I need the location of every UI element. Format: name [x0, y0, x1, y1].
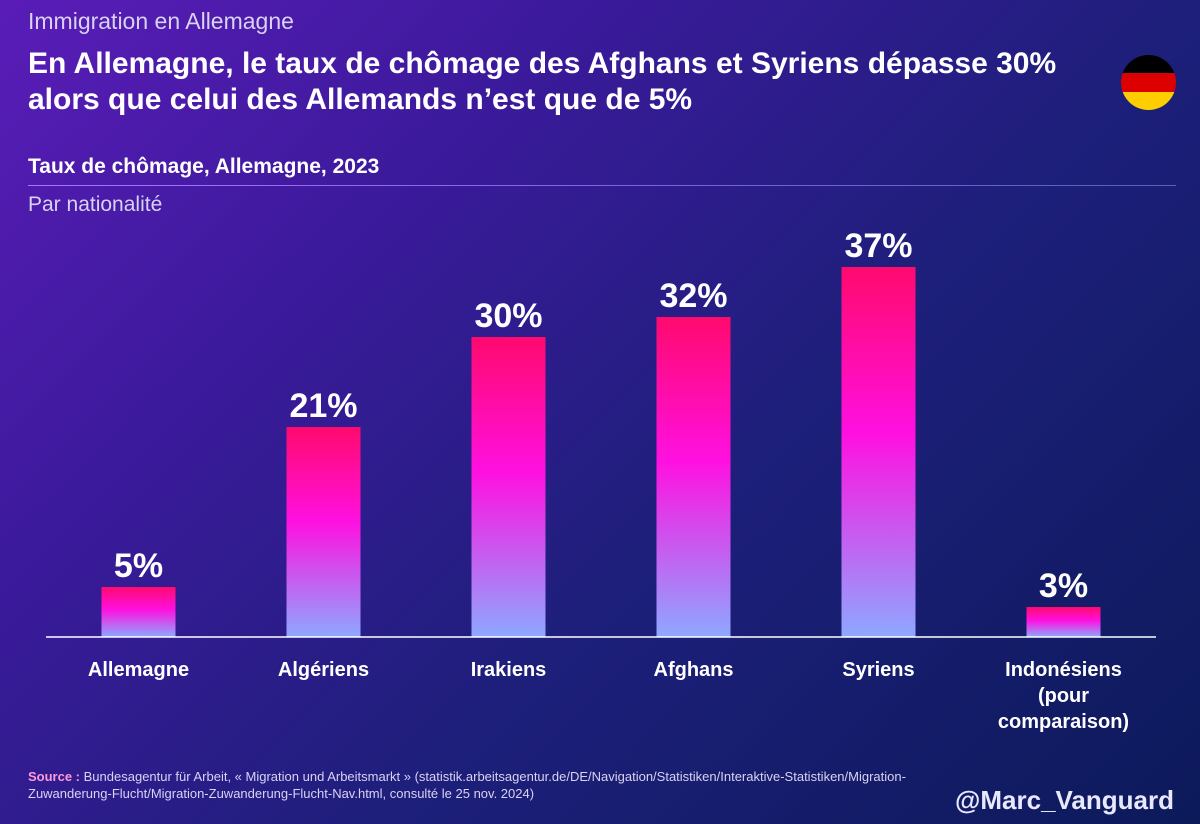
bar-3 [656, 317, 731, 637]
source-note: Source : Bundesagentur für Arbeit, « Mig… [28, 768, 928, 802]
category-label-3: Afghans [653, 659, 734, 681]
bar-0 [101, 587, 176, 637]
data-label-0: 5% [114, 547, 163, 585]
data-label-4: 37% [844, 227, 912, 265]
flag-stripe-red [1121, 73, 1176, 92]
category-label-5: Indonésiens (pour comparaison) [997, 659, 1130, 733]
bar-4 [841, 267, 916, 637]
category-label-2: Irakiens [470, 659, 547, 681]
data-label-1: 21% [289, 387, 357, 425]
kicker-text: Immigration en Allemagne [28, 8, 294, 34]
data-label-3: 32% [659, 277, 727, 315]
category-label-0: Allemagne [87, 659, 190, 681]
bar-2 [471, 337, 546, 637]
flag-stripe-black [1121, 55, 1176, 74]
headline: En Allemagne, le taux de chômage des Afg… [28, 47, 1057, 116]
bar-1 [286, 427, 361, 637]
category-label-4: Syriens [842, 659, 915, 681]
germany-flag-icon [1121, 55, 1176, 110]
author-handle: @Marc_Vanguard [955, 785, 1174, 815]
source-label: Source : [28, 769, 81, 784]
bars: 5% 21% 30% 32% 37% 3% [101, 227, 1101, 637]
bar-5 [1026, 607, 1101, 637]
title-divider [28, 185, 1176, 186]
category-label-1: Algériens [277, 659, 370, 681]
flag-stripe-gold [1121, 91, 1176, 110]
data-label-2: 30% [474, 297, 542, 335]
chart-title: Taux de chômage, Allemagne, 2023 [28, 155, 380, 178]
data-label-5: 3% [1039, 567, 1088, 605]
chart-subtitle: Par nationalité [28, 193, 163, 216]
source-text: Bundesagentur für Arbeit, « Migration un… [28, 769, 906, 801]
